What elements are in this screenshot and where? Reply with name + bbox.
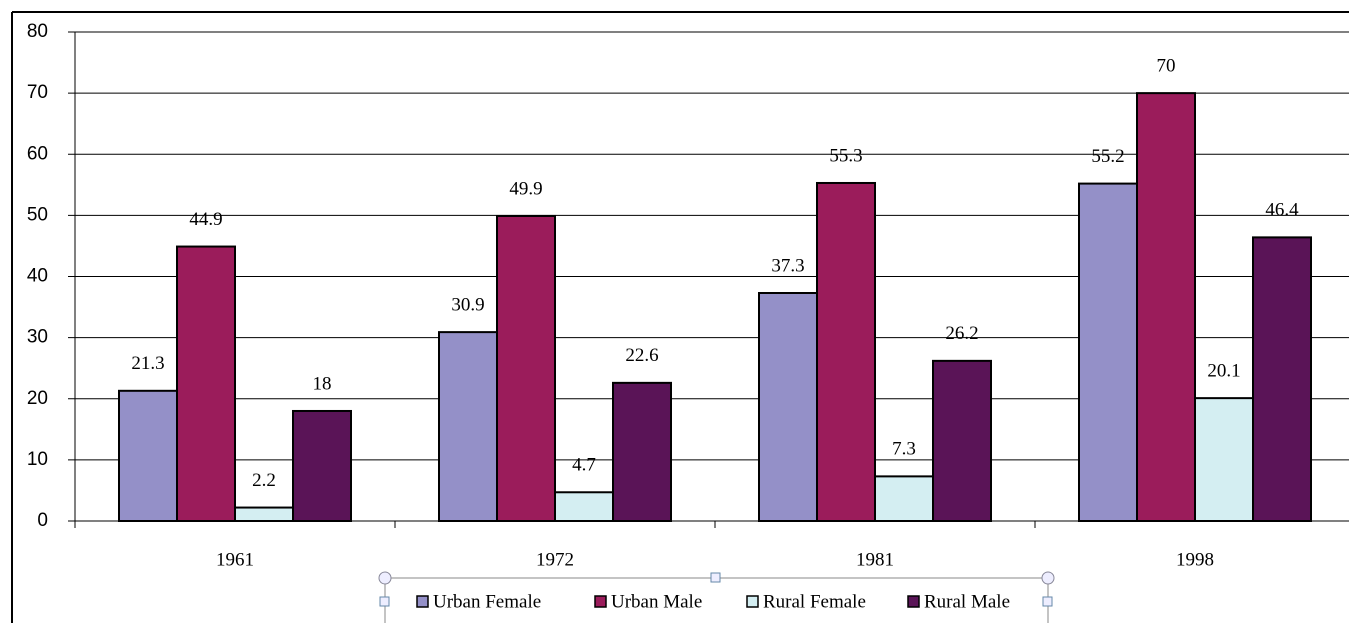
y-tick-label: 40 [27,266,48,287]
data-label: 22.6 [625,345,658,366]
data-label: 55.2 [1091,146,1124,167]
legend-label: Urban Female [433,591,541,612]
legend-label: Urban Male [611,591,702,612]
y-tick-label: 60 [27,143,48,164]
bar [1194,397,1254,523]
bar [554,491,614,522]
bar [292,409,352,523]
data-label: 55.3 [829,145,862,166]
selection-handle[interactable] [1041,571,1055,585]
y-tick-label: 50 [27,204,48,225]
bar [816,181,876,522]
bar [1136,92,1196,522]
bar [932,359,992,523]
legend-label: Rural Male [924,591,1010,612]
data-label: 26.2 [945,323,978,344]
bar [874,475,934,523]
legend-label: Rural Female [763,591,866,612]
data-label: 21.3 [131,353,164,374]
x-tick-label: 1998 [1176,549,1214,570]
x-tick-label: 1961 [216,549,254,570]
y-tick-label: 30 [27,327,48,348]
bar [612,381,672,523]
legend-swatch [746,595,759,608]
data-label: 30.9 [451,294,484,315]
data-label: 37.3 [771,255,804,276]
selection-handle[interactable] [1042,596,1053,607]
bar [176,245,236,523]
x-tick-label: 1972 [536,549,574,570]
data-label: 7.3 [892,439,916,460]
bar [758,292,818,522]
selection-handle[interactable] [378,571,392,585]
data-label: 49.9 [509,178,542,199]
x-tick-label: 1981 [856,549,894,570]
y-tick-label: 80 [27,21,48,42]
y-tick-label: 0 [37,510,48,531]
selection-handle[interactable] [710,572,721,583]
y-tick-label: 70 [27,82,48,103]
data-label: 4.7 [572,455,596,476]
selection-handle[interactable] [379,596,390,607]
legend-swatch [594,595,607,608]
legend-swatch [416,595,429,608]
data-label: 2.2 [252,470,276,491]
y-tick-label: 10 [27,449,48,470]
data-label: 20.1 [1207,360,1240,381]
data-label: 44.9 [189,209,222,230]
bar [496,214,556,523]
data-label: 46.4 [1265,200,1299,221]
bar [1078,182,1138,522]
y-tick-label: 20 [27,388,48,409]
legend-swatch [907,595,920,608]
bar [438,331,498,522]
bar [118,389,178,522]
bar [234,506,294,522]
bar [1252,236,1312,522]
data-label: 18 [313,373,332,394]
data-label: 70 [1157,55,1176,76]
legend-box[interactable] [384,577,1049,623]
